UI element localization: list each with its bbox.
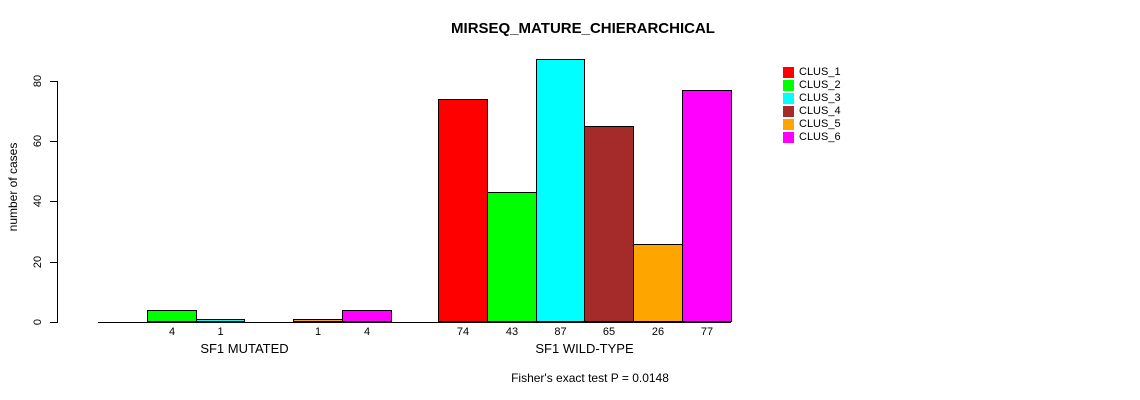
y-axis-tick-label: 60 (32, 134, 44, 148)
legend-swatch-icon (783, 80, 794, 91)
legend-label: CLUS_3 (799, 92, 841, 104)
legend-label: CLUS_2 (799, 79, 841, 91)
y-axis-tick (50, 262, 57, 263)
y-axis-tick (50, 141, 57, 142)
y-axis-tick (50, 81, 57, 82)
bar-clus_3-wildtype (536, 59, 585, 322)
y-axis-line (57, 81, 58, 323)
y-axis-tick-label: 20 (32, 255, 44, 269)
legend-row: CLUS_1 (783, 66, 841, 79)
legend-row: CLUS_2 (783, 79, 841, 92)
bar-value-label: 1 (217, 326, 224, 338)
y-axis-tick-label: 40 (32, 194, 44, 208)
bar-value-label: 26 (651, 326, 665, 338)
bar-value-label: 4 (363, 326, 371, 338)
group-label: SF1 MUTATED (200, 341, 289, 356)
y-axis-tick-label: 0 (32, 318, 44, 326)
legend-row: CLUS_6 (783, 131, 841, 144)
bar-clus_5-mutated (293, 319, 343, 322)
y-axis-tick (50, 322, 57, 323)
legend-swatch-icon (783, 106, 794, 117)
y-axis-tick (50, 201, 57, 202)
legend-swatch-icon (783, 132, 794, 143)
bar-clus_2-mutated (147, 310, 197, 322)
legend-label: CLUS_4 (799, 105, 841, 117)
legend-label: CLUS_5 (799, 118, 841, 130)
legend-row: CLUS_3 (783, 92, 841, 105)
footer-annotation: Fisher's exact test P = 0.0148 (511, 371, 669, 385)
bar-value-label: 87 (554, 326, 567, 338)
bar-clus_2-wildtype (487, 192, 537, 322)
chart-title: MIRSEQ_MATURE_CHIERARCHICAL (451, 20, 715, 37)
bar-value-label: 4 (168, 326, 176, 338)
legend-label: CLUS_1 (799, 66, 841, 78)
bar-value-label: 77 (700, 326, 714, 338)
y-axis-tick-label: 80 (32, 74, 44, 88)
legend-label: CLUS_6 (799, 131, 841, 143)
bar-clus_4-wildtype (584, 126, 634, 322)
bar-clus_3-mutated (196, 319, 245, 322)
bar-value-label: 1 (314, 326, 322, 338)
bar-value-label: 43 (505, 326, 519, 338)
bar-clus_5-wildtype (633, 244, 683, 322)
legend-row: CLUS_4 (783, 105, 841, 118)
legend-swatch-icon (783, 93, 794, 104)
bar-clus_6-mutated (342, 310, 392, 322)
legend-row: CLUS_5 (783, 118, 841, 131)
bar-value-label: 65 (602, 326, 616, 338)
y-axis-label: number of cases (6, 142, 20, 232)
legend-swatch-icon (783, 119, 794, 130)
bar-clus_6-wildtype (682, 90, 732, 322)
group-label: SF1 WILD-TYPE (535, 341, 634, 356)
legend-swatch-icon (783, 67, 794, 78)
x-baseline (98, 322, 731, 323)
legend: CLUS_1 CLUS_2 CLUS_3 CLUS_4 CLUS_5 CLUS_6 (783, 66, 841, 144)
bar-value-label: 74 (456, 326, 470, 338)
bar-clus_1-wildtype (438, 99, 488, 322)
